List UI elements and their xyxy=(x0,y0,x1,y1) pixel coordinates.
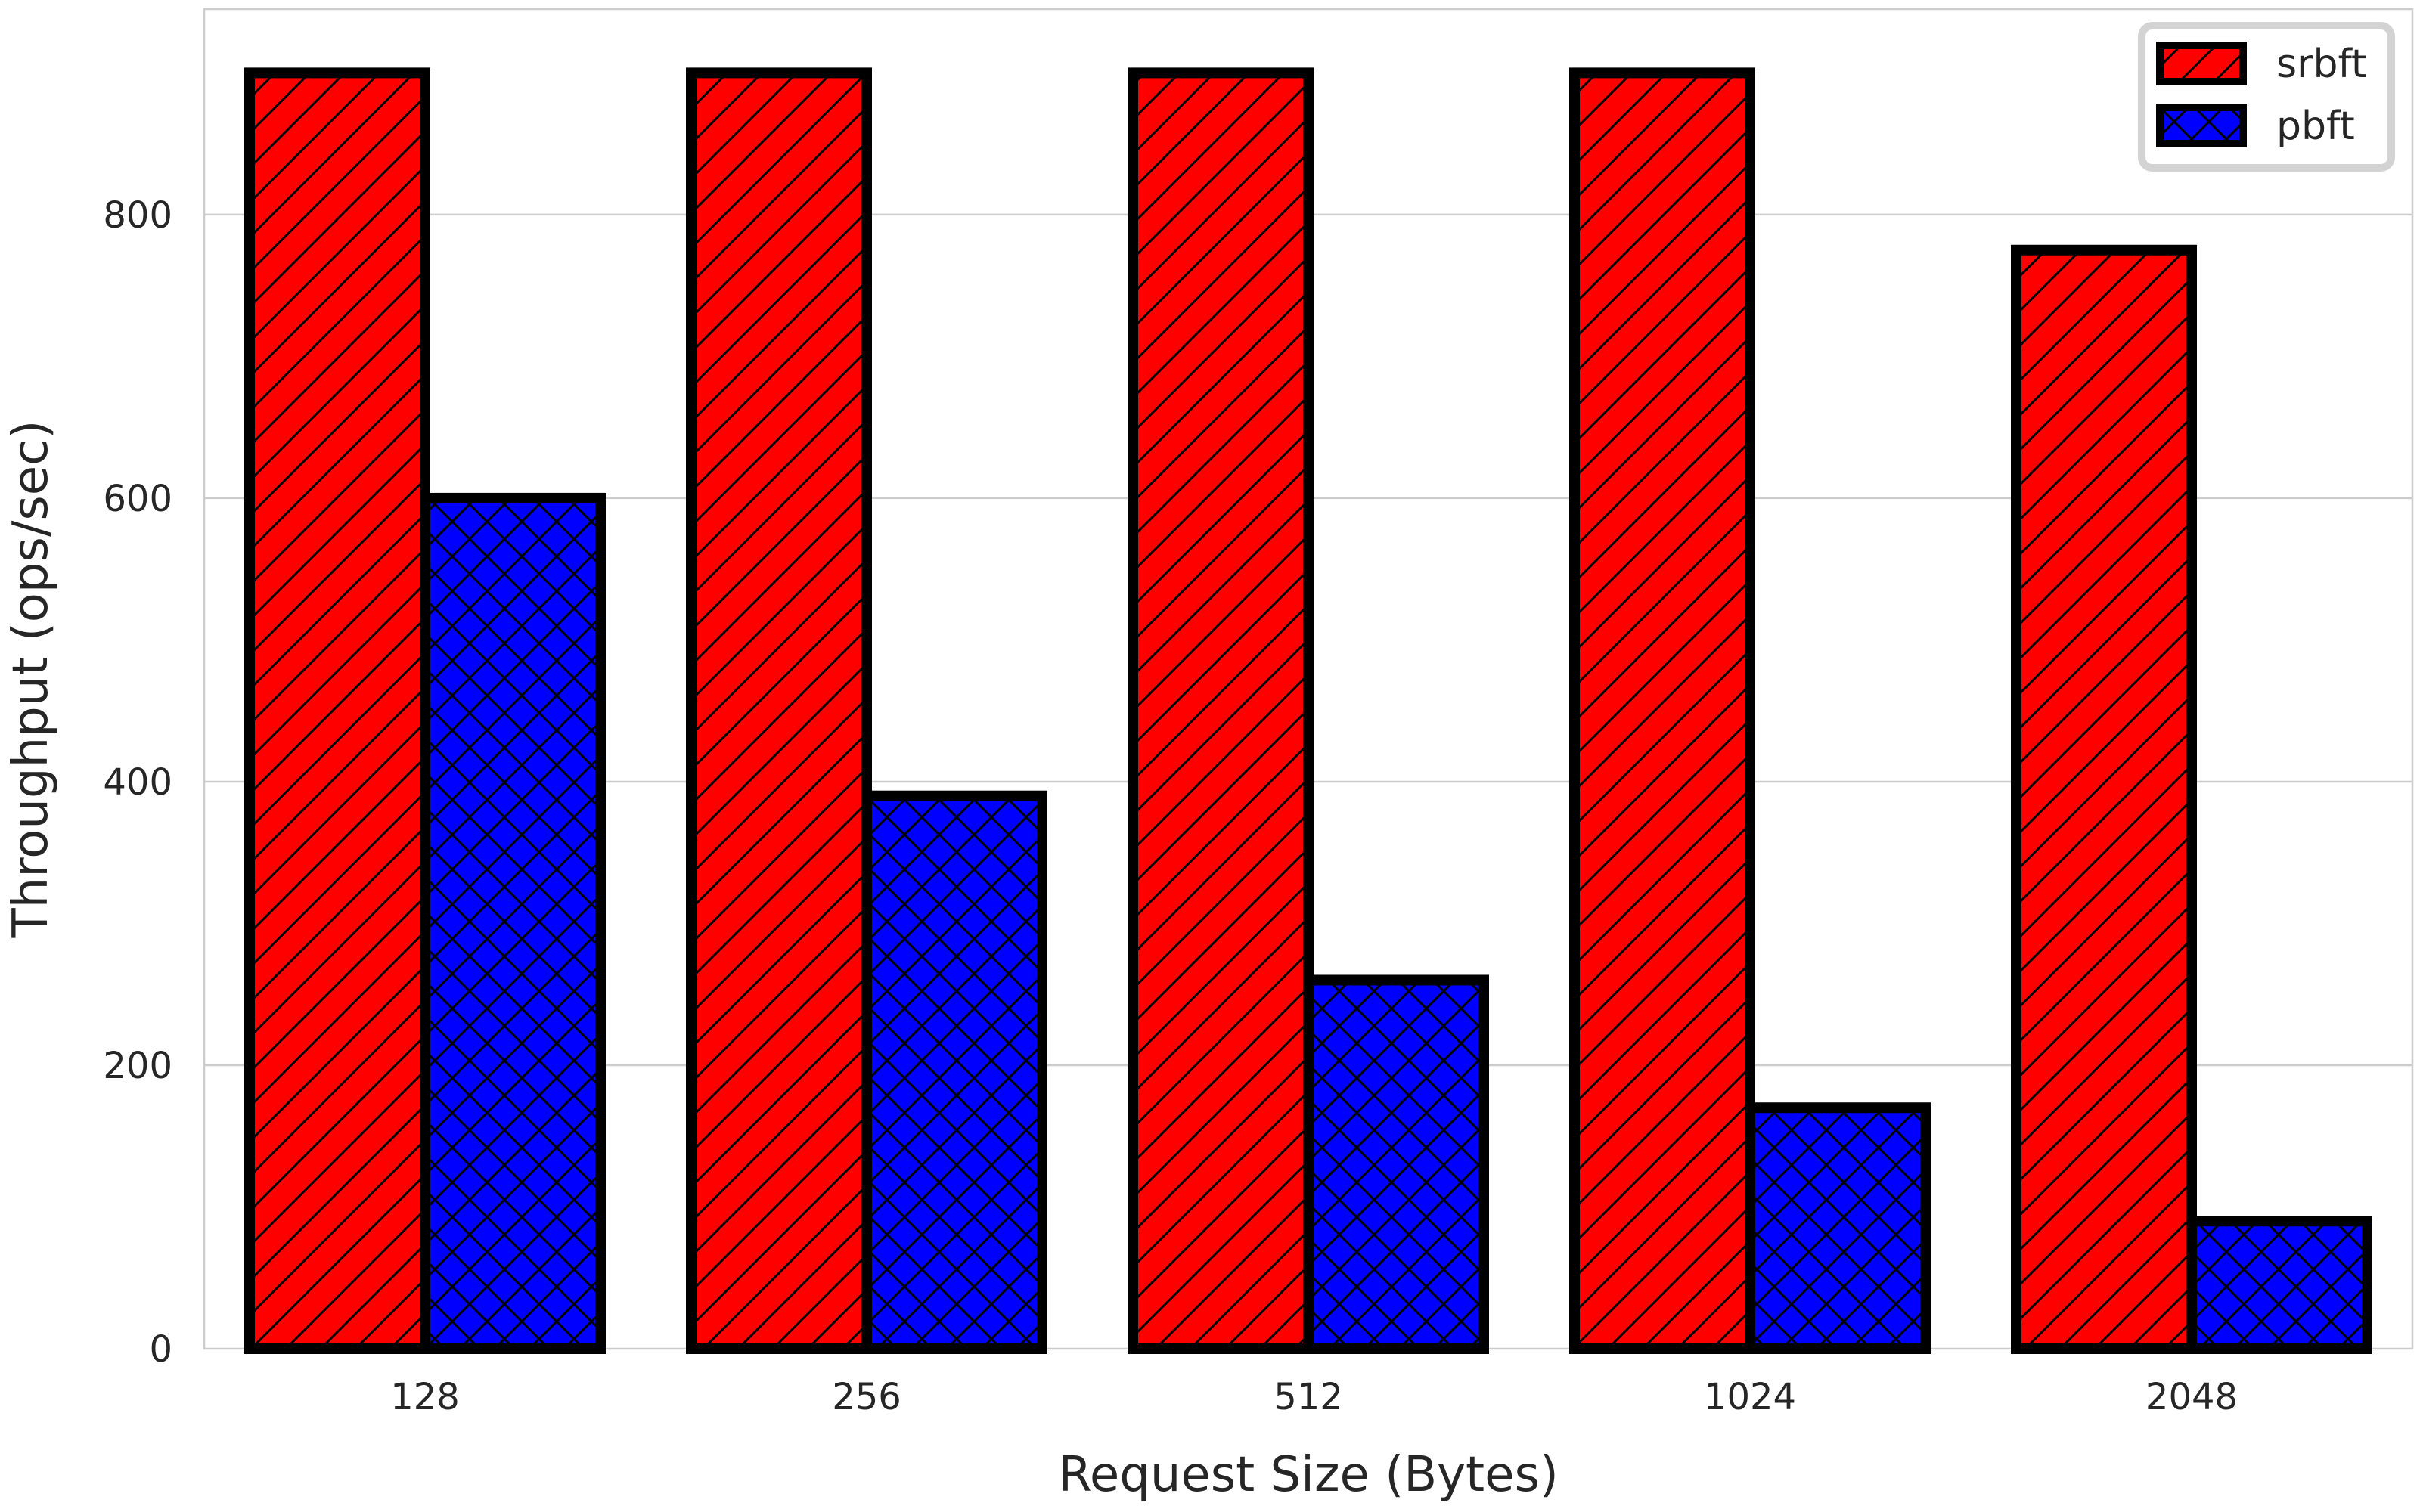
legend-swatch-hatch-pbft xyxy=(2156,104,2247,147)
bar-srbft-128 xyxy=(244,67,430,1354)
bar-outline xyxy=(1745,1102,1931,1355)
x-tick-label-256: 256 xyxy=(832,1376,901,1418)
bar-hatch xyxy=(2192,1221,2367,1349)
x-tick-label-1024: 1024 xyxy=(1704,1376,1796,1418)
bar-srbft-2048 xyxy=(2011,244,2197,1355)
bar-outline xyxy=(420,492,606,1354)
y-tick-label-400: 400 xyxy=(103,761,172,804)
bar-hatch xyxy=(1750,1108,1925,1349)
legend-label-srbft: srbft xyxy=(2276,42,2366,87)
bar-pbft-2048 xyxy=(2186,1216,2372,1354)
bar-srbft-256 xyxy=(686,67,872,1354)
bar-pbft-256 xyxy=(861,790,1047,1354)
bar-hatch xyxy=(1308,980,1484,1349)
legend-label-pbft: pbft xyxy=(2276,104,2355,149)
y-tick-label-600: 600 xyxy=(103,478,172,520)
bar-outline xyxy=(1569,67,1755,1354)
legend-swatch-hatch-srbft xyxy=(2156,42,2247,85)
bar-hatch xyxy=(1133,73,1308,1349)
bar-hatch xyxy=(1575,73,1750,1349)
x-tick-label-128: 128 xyxy=(390,1376,460,1418)
y-axis-label: Throughput (ops/sec) xyxy=(3,420,59,939)
bars xyxy=(244,67,2372,1355)
y-tick-label-0: 0 xyxy=(149,1328,172,1371)
bar-outline xyxy=(686,67,872,1354)
bar-outline xyxy=(861,790,1047,1354)
bar-hatch xyxy=(867,795,1042,1349)
x-axis-label: Request Size (Bytes) xyxy=(1058,1447,1559,1503)
bar-srbft-512 xyxy=(1128,67,1314,1354)
bar-hatch xyxy=(425,497,600,1349)
y-tick-label-200: 200 xyxy=(103,1045,172,1087)
bar-srbft-1024 xyxy=(1569,67,1755,1354)
legend: srbft pbft xyxy=(2138,22,2395,172)
y-tick-label-800: 800 xyxy=(103,194,172,237)
y-axis-ticks: 0 200 400 600 800 xyxy=(103,194,172,1371)
bar-pbft-128 xyxy=(420,492,606,1354)
bar-hatch xyxy=(250,73,425,1349)
bar-outline xyxy=(2186,1216,2372,1354)
bar-outline xyxy=(1303,974,1489,1354)
bar-pbft-1024 xyxy=(1745,1102,1931,1355)
bar-outline xyxy=(2011,244,2197,1355)
bar-hatch xyxy=(2016,249,2192,1349)
bar-hatch xyxy=(691,73,867,1349)
bar-pbft-512 xyxy=(1303,974,1489,1354)
x-tick-label-512: 512 xyxy=(1274,1376,1343,1418)
bar-outline xyxy=(1128,67,1314,1354)
x-tick-label-2048: 2048 xyxy=(2145,1376,2238,1418)
x-axis-ticks: 128 256 512 1024 2048 xyxy=(390,1376,2238,1418)
